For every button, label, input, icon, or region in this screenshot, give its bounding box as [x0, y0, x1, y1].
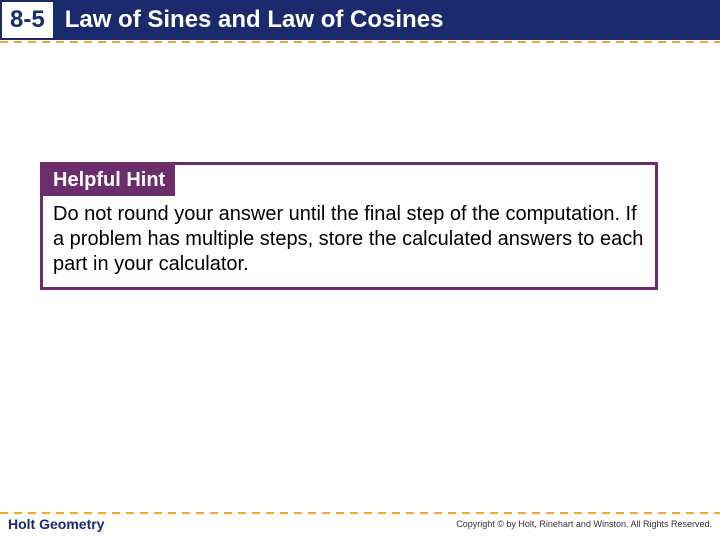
slide-header: 8-5 Law of Sines and Law of Cosines — [0, 0, 720, 40]
header-divider — [0, 41, 720, 43]
hint-body-text: Do not round your answer until the final… — [43, 196, 655, 287]
helpful-hint-box: Helpful Hint Do not round your answer un… — [40, 162, 658, 290]
slide-footer: Holt Geometry Copyright © by Holt, Rineh… — [0, 512, 720, 540]
hint-title: Helpful Hint — [43, 165, 175, 196]
footer-book-title: Holt Geometry — [8, 516, 104, 532]
footer-copyright: Copyright © by Holt, Rinehart and Winsto… — [456, 519, 712, 529]
section-number: 8-5 — [0, 0, 55, 40]
section-title: Law of Sines and Law of Cosines — [55, 0, 720, 40]
footer-bar: Holt Geometry Copyright © by Holt, Rineh… — [0, 514, 720, 536]
